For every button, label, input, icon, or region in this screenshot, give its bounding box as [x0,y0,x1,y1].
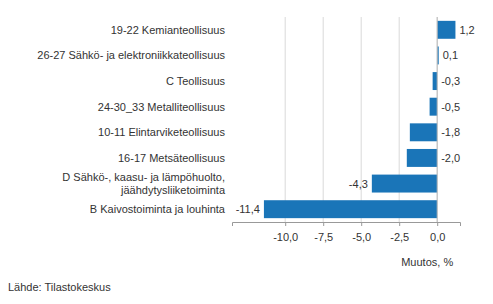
y-tick-label-line: D Sähkö-, kaasu- ja lämpöhuolto, [62,171,225,183]
y-tick: 19-22 Kemianteollisuus [111,24,232,36]
bars [264,21,456,218]
zero-line [437,17,438,222]
bar [430,98,438,116]
y-axis: 19-22 Kemianteollisuus 26-27 Sähkö- ja el… [37,24,232,215]
y-tick: C Teollisuus [166,75,232,87]
y-tick-label-line: C Teollisuus [166,75,226,87]
bar [372,175,437,193]
x-tick-label: -7,5 [314,231,333,243]
x-tick-label: -10,0 [273,231,298,243]
bar [433,72,438,90]
y-tick-label-line: jäähdytysliiketoiminta [120,184,226,196]
data-labels: 1,2 0,1 -0,3 -0,5 -1,8 -2,0 -4,3 -11,4 [236,24,475,215]
plot: -10,0 -7,5 -5,0 -2,5 0,0 19-22 Kemianteollisu… [37,17,474,243]
x-axis-line [233,223,461,227]
data-label: -4,3 [349,178,368,190]
y-tick-label-line: 16-17 Metsäteollisuus [118,152,226,164]
x-tick-mark [361,222,362,226]
data-label: -2,0 [441,152,460,164]
y-tick: 26-27 Sähkö- ja elektroniikkateollisuus [37,49,232,61]
data-label: -0,3 [441,75,460,87]
x-tick-label: -5,0 [352,231,371,243]
x-tick: -7,5 [314,222,333,243]
chart: -10,0 -7,5 -5,0 -2,5 0,0 19-22 Kemianteollisu… [0,0,493,304]
y-tick-label-line: 24-30_33 Metalliteollisuus [98,101,226,113]
data-label: -0,5 [441,101,460,113]
y-tick-label: C Teollisuus [166,75,226,87]
bar [264,200,437,218]
x-tick-mark [285,222,286,226]
data-label: 1,2 [459,24,474,36]
source: Lähde: Tilastokeskus [8,281,111,293]
data-label: -1,8 [441,126,460,138]
x-axis: -10,0 -7,5 -5,0 -2,5 0,0 [233,222,461,243]
grid [285,17,437,222]
y-tick-label-line: 26-27 Sähkö- ja elektroniikkateollisuus [37,49,225,61]
grid-line [285,17,286,222]
y-tick-label: 24-30_33 Metalliteollisuus [98,101,226,113]
x-tick-mark [437,222,438,226]
data-label: -11,4 [236,203,260,215]
x-tick: 0,0 [430,222,445,243]
grid-line [437,17,438,222]
y-tick-label: 19-22 Kemianteollisuus [111,24,226,36]
data-label: 0,1 [443,49,458,61]
grid-line [323,17,324,222]
x-tick-mark [399,222,400,226]
y-tick: B Kaivostoiminta ja louhinta [90,203,232,215]
bar [410,123,437,141]
x-axis-title: Muutos, % [401,256,453,268]
y-tick: 10-11 Elintarviketeollisuus [98,126,232,138]
y-tick-label-line: B Kaivostoiminta ja louhinta [90,203,226,215]
x-tick: -10,0 [273,222,298,243]
y-tick-label: 10-11 Elintarviketeollisuus [98,126,225,138]
y-tick-label-line: 10-11 Elintarviketeollisuus [98,126,225,138]
y-tick: 24-30_33 Metalliteollisuus [98,101,232,113]
x-tick: -2,5 [390,222,409,243]
y-tick-label: D Sähkö-, kaasu- ja lämpöhuolto,jäähdyty… [62,171,226,196]
y-tick-label: 26-27 Sähkö- ja elektroniikkateollisuus [37,49,225,61]
x-tick-mark [323,222,324,226]
bar [407,149,437,167]
x-tick-label: 0,0 [430,231,445,243]
y-tick: 16-17 Metsäteollisuus [118,152,232,164]
y-tick-label: B Kaivostoiminta ja louhinta [90,203,226,215]
grid-line [361,17,362,222]
y-tick: D Sähkö-, kaasu- ja lämpöhuolto,jäähdyty… [62,171,232,196]
x-tick: -5,0 [352,222,371,243]
y-tick-label-line: 19-22 Kemianteollisuus [111,24,226,36]
x-tick-label: -2,5 [390,231,409,243]
y-tick-label: 16-17 Metsäteollisuus [118,152,226,164]
bar [437,21,455,39]
